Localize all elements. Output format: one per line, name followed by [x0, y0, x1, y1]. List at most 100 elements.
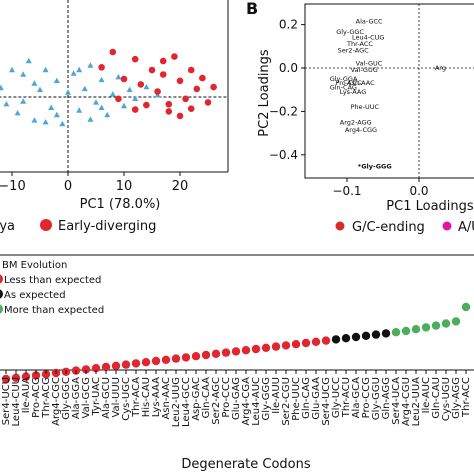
panel-a-point-circle — [176, 112, 184, 120]
panel-a-point-triangle — [9, 66, 15, 73]
panel-c-xtick-label: Asn-AAC — [161, 377, 172, 420]
panel-b-ytick-label: 0.2 — [279, 18, 298, 32]
panel-c-point — [231, 347, 241, 356]
panel-a-point-circle — [204, 99, 212, 106]
panel-a-point-triangle — [132, 95, 139, 101]
panel-b-point-label: Asn-AAC — [347, 79, 375, 87]
panel-c-point — [111, 361, 121, 370]
panel-c-xtick-label: Val-GCG — [81, 377, 92, 418]
panel-c-xtick-label: Val-UUU — [111, 377, 122, 418]
panel-b-point-label: Val-GUC — [356, 60, 383, 68]
panel-a-legend-label: Early-diverging — [58, 219, 156, 234]
panel-c-xtick-label: Leu2-UUA — [411, 377, 422, 426]
panel-c-xtick-label: Cys-UGU — [441, 377, 452, 421]
panel-b-legend-marker — [442, 221, 452, 231]
panel-c-xtick-label: Gly-GGG — [261, 377, 272, 421]
panel-c-point — [381, 329, 391, 338]
panel-c-legend-marker — [0, 289, 3, 299]
panel-c-point — [301, 338, 311, 348]
panel-b-ticks: 0.2 0.0 −0.2 −0.4 −0.1 0.0 — [269, 4, 474, 198]
panel-c-xtick-label: Arg4-CGA — [241, 377, 252, 426]
panel-c-point — [291, 340, 301, 349]
panel-b-point-label: Val-GUG — [351, 66, 378, 74]
panel-c-point — [91, 364, 101, 373]
panel-b-point-label: Gly-GGC — [336, 28, 364, 36]
panel-c-xtick-label: Ser4-UCA — [391, 377, 402, 425]
panel-a-point-circle — [193, 85, 201, 93]
panel-c-legend-label: More than expected — [4, 305, 104, 316]
panel-a-point-triangle — [87, 62, 94, 68]
panel-c-point — [351, 332, 361, 342]
panel-c-point — [201, 350, 211, 360]
panel-c-point — [81, 365, 91, 374]
panel-a-point-circle — [210, 83, 217, 91]
panel-a-point-triangle — [109, 91, 116, 97]
panel-c-point — [131, 359, 141, 368]
panel-b-point-label: Thr-ACC — [346, 40, 373, 48]
panel-a-point-circle — [98, 64, 105, 71]
panel-b-legend-label: G/C-ending — [352, 220, 425, 235]
panel-a-point-circle — [115, 95, 122, 103]
panel-c-xlabel: Degenerate Codons — [181, 457, 311, 472]
panel-c-xtick-label: Gly-GGC — [61, 377, 72, 420]
panel-a-point-triangle — [25, 57, 32, 64]
panel-a-point-triangle — [42, 66, 49, 73]
panel-c-xtick-label: Gln-CAA — [201, 377, 212, 419]
panel-a-point-triangle — [115, 74, 122, 80]
panel-c-point — [181, 353, 191, 362]
panel-c-point — [281, 341, 291, 350]
panel-c-ticks: Ser4-UCU Leu4-CUU Ile-AUA Pro-ACG Thr-ACG Arg… — [1, 370, 472, 427]
panel-a-xticks: −10 0 10 20 — [0, 172, 188, 194]
panel-a-point-triangle — [93, 99, 99, 105]
panel-c-xtick-label: Phe-UUC — [291, 377, 302, 421]
panel-a-point-circle — [159, 57, 167, 65]
panel-c-point — [11, 373, 21, 382]
panel-c-xtick-label: Tyr-UAC — [91, 377, 102, 417]
panel-c-legend-label: Less than expected — [4, 275, 101, 286]
panel-a-point-circle — [187, 105, 195, 112]
panel-a-point-circle — [182, 95, 189, 103]
panel-c-point — [311, 337, 321, 346]
panel-c-xtick-label: Lys-AAA — [151, 377, 162, 417]
panel-c-point — [401, 326, 411, 336]
panel-c-points — [1, 302, 471, 384]
panel-c: BM Evolution Less than expected As expect… — [0, 254, 474, 472]
panel-c-xtick-label: Leu4-CUU — [11, 377, 22, 426]
panel-c-xtick-label: Thr-ACG — [41, 377, 52, 419]
panel-a-point-triangle — [31, 80, 38, 86]
panel-a-points — [0, 0, 228, 172]
panel-c-point — [31, 371, 41, 380]
panel-c-xtick-label: Gln-CAU — [431, 377, 442, 419]
panel-c-xtick-label: Leu4-GCC — [181, 377, 192, 427]
panel-b-point-label: *Gly-GGG — [358, 163, 392, 171]
panel-a-point-circle — [137, 81, 145, 88]
panel-a-point-triangle — [20, 98, 27, 104]
panel-a-point-triangle — [98, 76, 105, 83]
panel-b-ylabel: PC2 Loadings — [257, 49, 272, 137]
panel-a-point-circle — [131, 55, 139, 63]
panel-b-point-label: Ala-GCC — [356, 17, 383, 25]
panel-a-xtick-label: 20 — [172, 179, 189, 194]
panel-a-legend: rya Early-diverging — [0, 219, 156, 234]
panel-a-point-circle — [120, 75, 128, 83]
panel-c-point — [421, 323, 431, 332]
panel-c-point — [1, 374, 11, 384]
panel-c-xtick-label: Ile-AUC — [421, 377, 432, 413]
panel-a-point-triangle — [20, 71, 27, 77]
panel-c-xtick-label: Asp-GAC — [191, 377, 202, 421]
panel-a-point-triangle — [104, 111, 111, 118]
panel-a: −10 0 10 20 PC1 (78.0%) rya Early-diverging — [0, 0, 229, 234]
panel-c-point — [41, 370, 51, 379]
panel-a-point-circle — [154, 88, 161, 95]
panel-c-point — [21, 372, 31, 381]
panel-c-point — [321, 336, 331, 345]
panel-a-point-circle — [171, 53, 178, 60]
panel-a-point-circle — [131, 106, 139, 113]
panel-c-xtick-label: Pro-ACG — [31, 377, 42, 418]
panel-a-point-triangle — [0, 84, 4, 91]
panel-c-point — [431, 321, 441, 330]
panel-b-point-label: Arg2-AGG — [340, 118, 372, 126]
panel-b-ytick-label: 0.0 — [279, 61, 298, 75]
